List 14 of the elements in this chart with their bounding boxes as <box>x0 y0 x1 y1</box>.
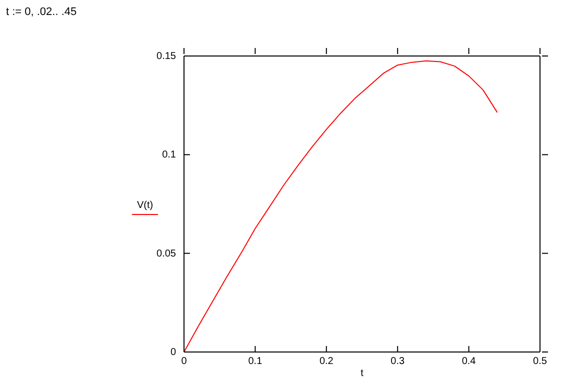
y-tick-label: 0 <box>170 347 176 358</box>
x-tick-label: 0.2 <box>319 356 334 367</box>
x-tick-label: 0.5 <box>533 356 548 367</box>
x-tick-label: 0.4 <box>462 356 476 367</box>
y-axis-title: V(t) <box>136 200 154 211</box>
x-tick-label: 0.1 <box>248 356 263 367</box>
y-tick-label: 0.05 <box>156 248 176 260</box>
y-tick-label: 0.1 <box>162 150 176 161</box>
line-series <box>184 60 498 352</box>
x-tick-label: 0.3 <box>390 356 405 367</box>
x-tick-label: 0 <box>181 356 188 367</box>
text: t := 0, .02.. .45 <box>6 6 77 18</box>
x-axis-title: t <box>360 368 364 379</box>
y-tick-label: 0.15 <box>156 51 176 62</box>
